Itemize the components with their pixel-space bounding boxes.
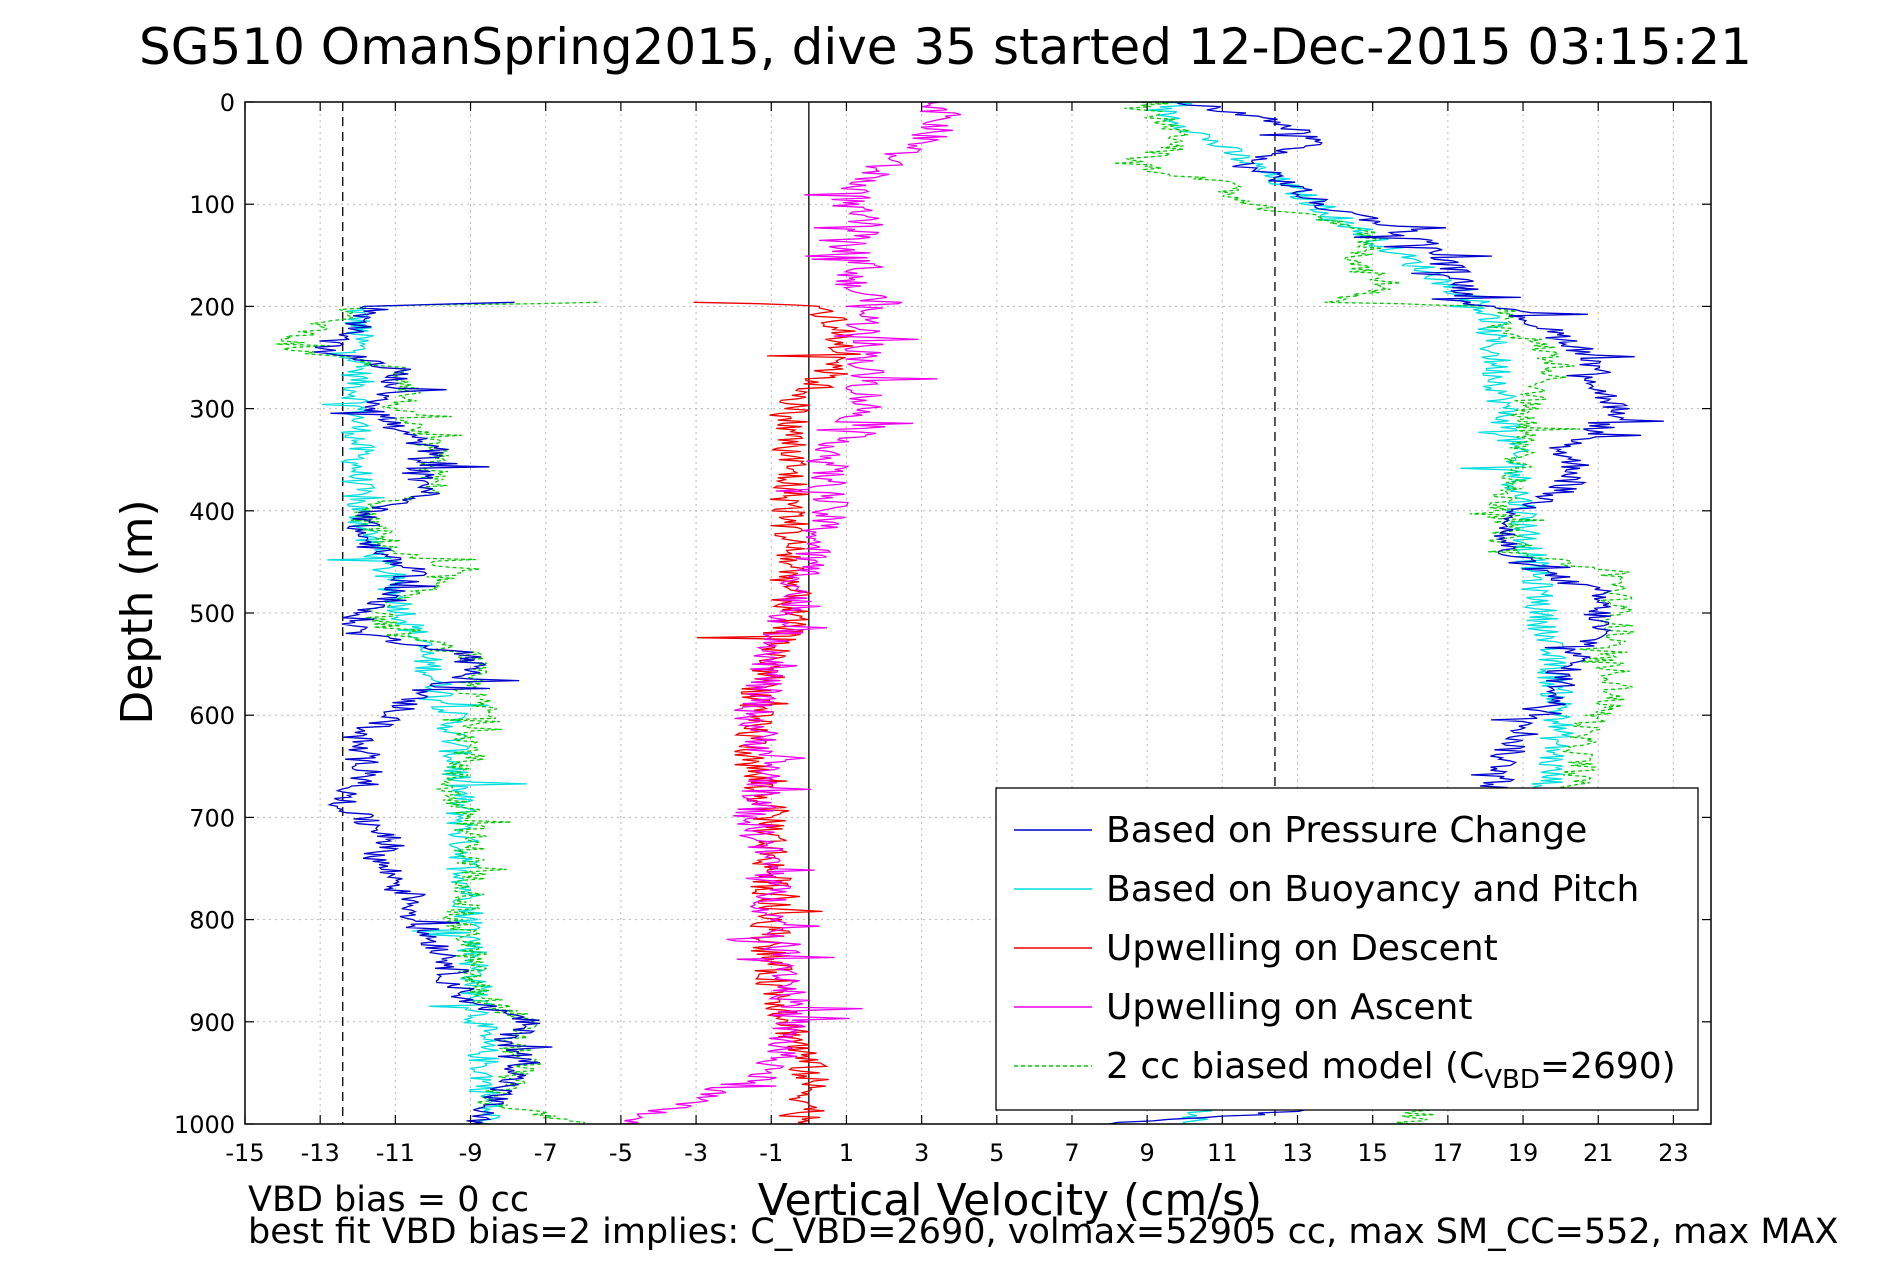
y-tick-label: 100 (189, 191, 235, 219)
legend-entry: Upwelling on Ascent (1106, 987, 1472, 1028)
legend-entry: Based on Pressure Change (1106, 810, 1587, 851)
footnote-vbd-bias: VBD bias = 0 cc (248, 1180, 530, 1220)
axes: -15 -13 -11 -9 -7 -5 -3 -1 1 3 5 7 9 11 13 15 17 19 21 2301… (174, 89, 1712, 1167)
y-tick-label: 800 (189, 907, 235, 935)
series-based-on-pressure-change-descent (313, 301, 553, 1125)
x-tick-label: 13 (1282, 1139, 1313, 1167)
x-tick-label: 1 (839, 1139, 854, 1167)
x-tick-label: 15 (1357, 1139, 1388, 1167)
series-based-on-buoyancy-and-pitch-descent (322, 306, 527, 1125)
y-tick-label: 900 (189, 1009, 235, 1037)
series-2-cc-biased-model-c-vbd-2690-descent (275, 301, 598, 1125)
footnote-best-fit: best fit VBD bias=2 implies: C_VBD=2690,… (248, 1212, 1839, 1252)
legend-entry: Upwelling on Descent (1106, 928, 1498, 969)
y-tick-label: 500 (189, 600, 235, 628)
x-tick-label: -15 (225, 1139, 264, 1167)
x-tick-label: 19 (1508, 1139, 1539, 1167)
chart-title: SG510 OmanSpring2015, dive 35 started 12… (139, 18, 1752, 76)
x-tick-label: 23 (1658, 1139, 1689, 1167)
reference-lines (342, 102, 1276, 1124)
x-tick-label: 11 (1207, 1139, 1238, 1167)
x-tick-label: 9 (1140, 1139, 1155, 1167)
series-upwelling-on-ascent (620, 101, 962, 1125)
legend-entry: Based on Buoyancy and Pitch (1106, 869, 1639, 910)
x-tick-label: -1 (759, 1139, 783, 1167)
x-tick-label: -7 (534, 1139, 558, 1167)
y-tick-label: 200 (189, 293, 235, 321)
x-axis-label: Vertical Velocity (cm/s) (758, 1175, 1262, 1226)
series-2-cc-biased-model-c-vbd-2690-ascent (1113, 101, 1635, 1125)
y-tick-label: 700 (189, 804, 235, 832)
x-tick-label: 7 (1064, 1139, 1079, 1167)
legend: Based on Pressure Change Based on Buoyanc… (995, 787, 1699, 1111)
y-tick-label: 0 (220, 89, 235, 117)
series-lines (275, 101, 1664, 1125)
x-tick-label: -3 (684, 1139, 708, 1167)
x-tick-label: 17 (1433, 1139, 1464, 1167)
x-tick-label: 21 (1583, 1139, 1614, 1167)
x-tick-label: 3 (914, 1139, 929, 1167)
x-tick-label: -13 (301, 1139, 340, 1167)
x-tick-label: -9 (459, 1139, 483, 1167)
x-tick-label: 5 (989, 1139, 1004, 1167)
y-tick-label: 300 (189, 396, 235, 424)
y-tick-label: 400 (189, 498, 235, 526)
y-tick-label: 600 (189, 702, 235, 730)
x-tick-label: -11 (376, 1139, 415, 1167)
legend-entry: 2 cc biased model (CVBD=2690) (1106, 1046, 1676, 1095)
legend-box (995, 787, 1699, 1111)
x-tick-label: -5 (609, 1139, 633, 1167)
plot-frame (244, 101, 1712, 1125)
y-axis-label: Depth (m) (112, 499, 163, 724)
y-tick-label: 1000 (174, 1111, 235, 1139)
